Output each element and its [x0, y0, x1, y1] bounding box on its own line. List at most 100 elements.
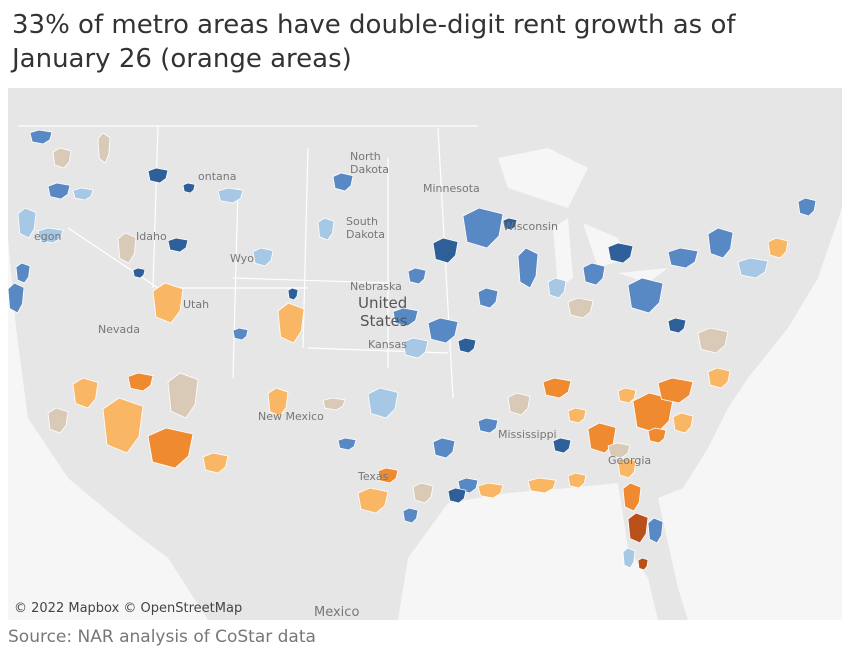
map-label: South: [346, 215, 378, 228]
metro-areas: [8, 129, 817, 571]
metro-area: [667, 247, 699, 269]
map-label: United: [358, 294, 407, 312]
map-label: North: [350, 150, 381, 163]
metro-area: [182, 182, 196, 194]
title: 33% of metro areas have double-digit ren…: [12, 10, 736, 74]
map-label: Georgia: [608, 454, 651, 467]
map-label: Dakota: [346, 228, 385, 241]
metro-area: [232, 327, 249, 341]
metro-area: [102, 397, 144, 454]
metro-area: [277, 302, 305, 344]
metro-area: [72, 187, 94, 201]
metro-area: [627, 512, 649, 544]
pacific-ocean: [8, 238, 208, 620]
metro-area: [47, 407, 69, 434]
metro-area: [477, 287, 499, 309]
metro-area: [37, 227, 64, 244]
metro-area: [542, 377, 572, 399]
map-label: Dakota: [350, 163, 389, 176]
metro-area: [267, 387, 289, 417]
metro-area: [377, 467, 399, 484]
metro-area: [317, 217, 335, 241]
metro-area: [412, 482, 434, 504]
metro-area: [322, 397, 346, 411]
metro-area: [527, 477, 557, 494]
metro-area: [127, 372, 154, 392]
metro-area: [667, 317, 687, 334]
metro-area: [15, 262, 31, 284]
metro-area: [147, 427, 194, 469]
metro-area: [402, 337, 429, 359]
map-label: Mississippi: [498, 428, 557, 441]
metro-area: [392, 307, 419, 327]
metro-area: [647, 427, 667, 444]
metro-area: [672, 412, 694, 434]
metro-area: [632, 392, 674, 434]
metro-area: [202, 452, 229, 474]
metro-area: [167, 372, 199, 419]
map: NorthDakotaMinnesotaontanaSouthDakotaego…: [8, 88, 842, 620]
map-label: Wisconsin: [503, 220, 558, 233]
map-label: Nebraska: [350, 280, 402, 293]
map-label: Nevada: [98, 323, 140, 336]
metro-area: [152, 282, 184, 324]
metro-area: [622, 547, 636, 569]
metro-area: [607, 242, 634, 264]
metro-area: [332, 172, 354, 192]
metro-area: [427, 317, 459, 344]
metro-area: [8, 282, 25, 314]
atlantic: [658, 208, 842, 620]
metro-area: [52, 147, 72, 169]
metro-area: [447, 487, 467, 504]
metro-area: [167, 237, 189, 253]
metro-area: [707, 367, 731, 389]
metro-area: [17, 207, 37, 239]
metro-area: [767, 237, 789, 259]
metro-area: [552, 437, 572, 454]
source: Source: NAR analysis of CoStar data: [8, 627, 316, 647]
metro-area: [462, 207, 504, 249]
metro-area: [402, 507, 419, 524]
metro-area: [337, 437, 357, 451]
metro-area: [622, 482, 642, 512]
map-label: Utah: [183, 298, 209, 311]
metro-area: [432, 237, 459, 264]
metro-area: [637, 557, 649, 571]
map-label: Texas: [357, 470, 389, 483]
metro-area: [647, 517, 664, 544]
map-label: Minnesota: [423, 182, 480, 195]
metro-area: [607, 442, 631, 459]
metro-area: [477, 417, 499, 434]
metro-area: [797, 197, 817, 217]
map-label: States: [360, 312, 408, 330]
map-label: Kansas: [368, 338, 407, 351]
map-label: egon: [34, 230, 61, 243]
metro-area: [707, 227, 734, 259]
metro-area: [567, 472, 587, 489]
metro-area: [287, 287, 299, 301]
metro-area: [697, 327, 729, 354]
metro-area: [507, 392, 531, 416]
metro-area: [29, 129, 53, 145]
metro-area: [457, 337, 477, 354]
map-label: New Mexico: [258, 410, 324, 423]
metro-area: [477, 482, 504, 499]
metro-area: [617, 387, 637, 404]
metro-area: [357, 487, 389, 514]
gulf: [398, 483, 658, 620]
metro-area: [502, 217, 518, 231]
map-labels: NorthDakotaMinnesotaontanaSouthDakotaego…: [34, 150, 651, 620]
metro-area: [517, 247, 539, 289]
metro-area: [737, 257, 769, 279]
metro-area: [97, 132, 111, 164]
metro-area: [252, 247, 274, 267]
metro-area: [147, 167, 169, 184]
metro-area: [567, 407, 587, 424]
attribution: © 2022 Mapbox © OpenStreetMap: [14, 601, 242, 616]
borders: [18, 125, 478, 399]
metro-area: [567, 297, 594, 319]
map-label: Idaho: [136, 230, 167, 243]
metro-area: [407, 267, 427, 285]
metro-area: [547, 277, 567, 299]
